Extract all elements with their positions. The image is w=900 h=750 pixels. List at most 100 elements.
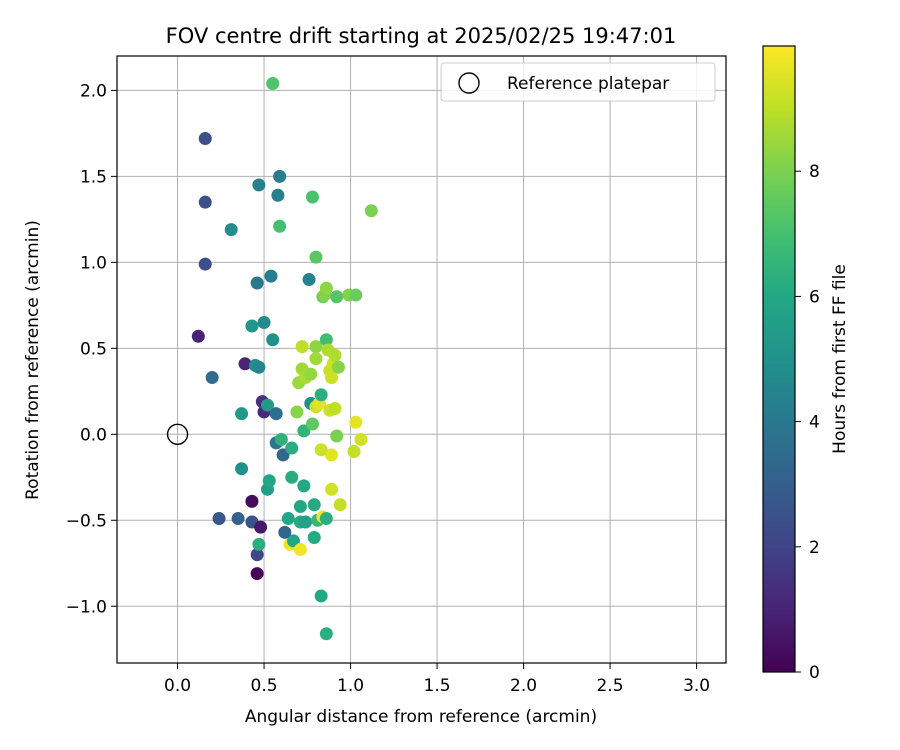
data-point: [293, 500, 307, 514]
data-point: [273, 219, 287, 233]
data-point: [245, 494, 259, 508]
data-point: [266, 77, 280, 91]
data-point: [297, 479, 311, 493]
data-point: [235, 407, 249, 421]
data-point: [205, 371, 219, 385]
data-point: [333, 498, 347, 512]
data-point: [325, 482, 339, 496]
y-tick-label: 0.5: [80, 339, 107, 359]
colorbar-tick-label: 6: [809, 287, 820, 307]
data-point: [307, 530, 321, 544]
colorbar-tick-label: 0: [809, 663, 820, 683]
colorbar-tick-label: 4: [809, 413, 820, 433]
data-point: [250, 276, 264, 290]
data-point: [293, 543, 307, 557]
data-point: [364, 204, 378, 218]
y-tick-label: −1.0: [66, 597, 107, 617]
data-point: [191, 329, 205, 343]
y-tick-label: 1.0: [80, 253, 107, 273]
data-point: [354, 432, 368, 446]
data-point: [266, 333, 280, 347]
data-point: [325, 371, 339, 385]
data-point: [274, 432, 288, 446]
data-point: [238, 357, 252, 371]
data-point: [264, 269, 278, 283]
data-point: [285, 470, 299, 484]
data-point: [314, 388, 328, 402]
x-axis: 0.0 0.5 1.0 1.5 2.0 2.5 3.0: [164, 663, 710, 696]
y-axis: −1.0 −0.5 0.0 0.5 1.0 1.5 2.0: [66, 81, 117, 617]
colorbar-frame: [762, 45, 796, 673]
x-tick-label: 1.0: [337, 676, 364, 696]
y-tick-label: 0.0: [80, 425, 107, 445]
data-point: [273, 169, 287, 183]
data-point: [349, 288, 363, 302]
data-point: [262, 474, 276, 488]
x-tick-label: 3.0: [683, 676, 710, 696]
data-point: [271, 188, 285, 202]
reference-platepar-marker: [166, 423, 189, 446]
data-point: [198, 132, 212, 146]
data-point: [297, 424, 311, 438]
x-axis-label: Angular distance from reference (arcmin): [245, 707, 597, 727]
data-point: [276, 448, 290, 462]
data-point: [304, 367, 318, 381]
data-point: [319, 333, 333, 347]
legend-entry-label: Reference platepar: [507, 74, 669, 94]
chart-title: FOV centre drift starting at 2025/02/25 …: [166, 24, 677, 48]
data-point: [285, 441, 299, 455]
plot-area-frame: [116, 55, 727, 664]
data-point: [306, 417, 320, 431]
data-point: [295, 340, 309, 354]
data-point: [281, 512, 295, 526]
colorbar: 0 2 4 6 8 Hours from first FF file: [762, 45, 850, 683]
legend-box: [440, 62, 716, 102]
data-point: [278, 525, 292, 539]
data-point: [331, 360, 345, 374]
data-point: [319, 281, 333, 295]
data-point: [252, 178, 266, 192]
colorbar-label: Hours from first FF file: [830, 264, 850, 454]
data-point: [198, 257, 212, 271]
data-point: [254, 520, 268, 534]
data-point: [269, 407, 283, 421]
data-point: [261, 398, 275, 412]
y-tick-label: 1.5: [80, 167, 107, 187]
data-point: [309, 250, 323, 264]
data-point: [257, 316, 271, 330]
colorbar-tick-label: 2: [809, 538, 820, 558]
x-tick-label: 2.0: [510, 676, 537, 696]
data-point: [212, 512, 226, 526]
data-point: [245, 319, 259, 333]
data-point: [235, 462, 249, 476]
data-point: [347, 444, 361, 458]
data-point: [330, 429, 344, 443]
data-point: [306, 190, 320, 204]
data-point: [250, 567, 264, 581]
reference-marker-layer: [166, 423, 189, 446]
colorbar-tick-label: 8: [809, 162, 820, 182]
data-point: [250, 548, 264, 562]
data-point: [307, 498, 321, 512]
data-point: [302, 273, 316, 287]
data-point: [198, 195, 212, 209]
data-point: [314, 443, 328, 457]
data-point: [349, 415, 363, 429]
y-tick-label: 2.0: [80, 81, 107, 101]
data-points: [191, 77, 378, 641]
x-tick-label: 0.5: [251, 676, 278, 696]
data-point: [309, 352, 323, 366]
x-tick-label: 2.5: [597, 676, 624, 696]
data-point: [319, 627, 333, 641]
legend-reference-marker: [458, 72, 480, 94]
colorbar-ticks: 0 2 4 6 8: [795, 162, 820, 683]
data-point: [252, 537, 266, 551]
data-point: [290, 405, 304, 419]
data-point: [328, 402, 342, 416]
data-point: [314, 589, 328, 603]
legend: Reference platepar: [440, 62, 716, 102]
x-tick-label: 0.0: [164, 676, 191, 696]
y-tick-label: −0.5: [66, 511, 107, 531]
